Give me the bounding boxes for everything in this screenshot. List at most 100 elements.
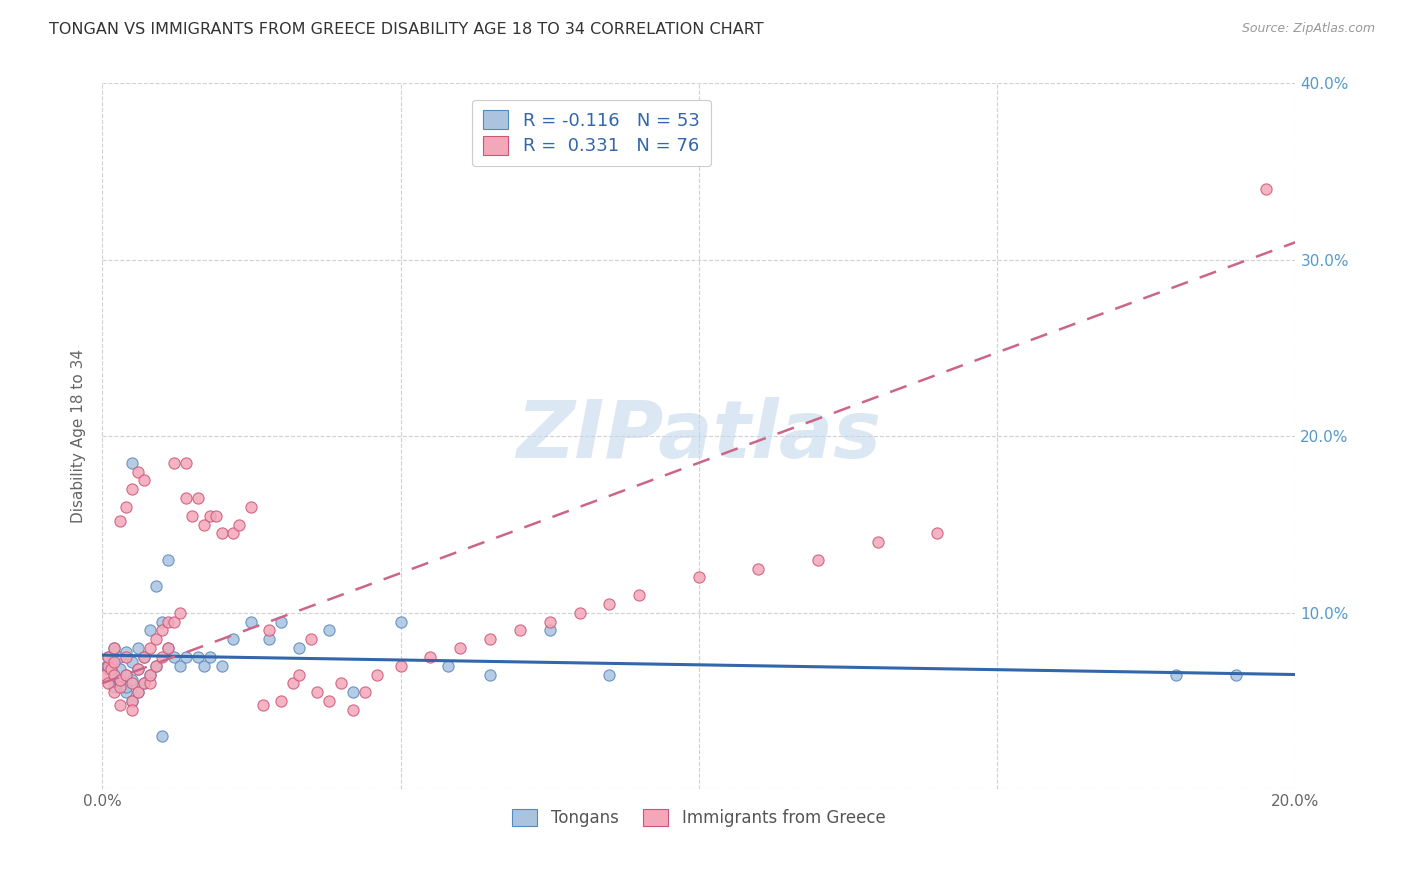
- Point: [169, 658, 191, 673]
- Point: [145, 658, 167, 673]
- Point: [193, 658, 215, 673]
- Point: [688, 570, 710, 584]
- Point: [389, 658, 412, 673]
- Point: [97, 662, 120, 676]
- Text: Source: ZipAtlas.com: Source: ZipAtlas.com: [1241, 22, 1375, 36]
- Point: [163, 615, 186, 629]
- Point: [97, 676, 120, 690]
- Point: [156, 641, 179, 656]
- Point: [121, 456, 143, 470]
- Point: [115, 667, 138, 681]
- Point: [252, 698, 274, 712]
- Point: [598, 597, 620, 611]
- Point: [568, 606, 591, 620]
- Point: [163, 649, 186, 664]
- Point: [538, 615, 561, 629]
- Point: [270, 615, 292, 629]
- Point: [100, 662, 122, 676]
- Point: [305, 685, 328, 699]
- Point: [132, 676, 155, 690]
- Point: [150, 729, 173, 743]
- Point: [127, 685, 149, 699]
- Point: [479, 632, 502, 647]
- Point: [132, 649, 155, 664]
- Point: [103, 641, 125, 656]
- Point: [132, 474, 155, 488]
- Point: [115, 644, 138, 658]
- Point: [198, 649, 221, 664]
- Point: [96, 658, 118, 673]
- Point: [353, 685, 375, 699]
- Text: TONGAN VS IMMIGRANTS FROM GREECE DISABILITY AGE 18 TO 34 CORRELATION CHART: TONGAN VS IMMIGRANTS FROM GREECE DISABIL…: [49, 22, 763, 37]
- Point: [145, 579, 167, 593]
- Point: [103, 667, 125, 681]
- Point: [132, 676, 155, 690]
- Point: [108, 680, 131, 694]
- Point: [139, 667, 162, 681]
- Point: [97, 649, 120, 664]
- Point: [121, 655, 143, 669]
- Point: [127, 685, 149, 699]
- Point: [115, 667, 138, 681]
- Point: [103, 685, 125, 699]
- Point: [97, 658, 120, 673]
- Point: [103, 680, 125, 694]
- Point: [538, 624, 561, 638]
- Point: [156, 641, 179, 656]
- Point: [866, 535, 889, 549]
- Point: [115, 500, 138, 514]
- Point: [288, 667, 311, 681]
- Point: [389, 615, 412, 629]
- Point: [509, 624, 531, 638]
- Point: [342, 703, 364, 717]
- Point: [270, 694, 292, 708]
- Point: [807, 553, 830, 567]
- Point: [342, 685, 364, 699]
- Point: [259, 632, 281, 647]
- Point: [222, 526, 245, 541]
- Point: [139, 676, 162, 690]
- Point: [108, 673, 131, 687]
- Point: [121, 703, 143, 717]
- Text: ZIPatlas: ZIPatlas: [516, 397, 882, 475]
- Point: [103, 655, 125, 669]
- Point: [628, 588, 651, 602]
- Point: [437, 658, 460, 673]
- Point: [108, 698, 131, 712]
- Point: [97, 649, 120, 664]
- Point: [108, 673, 131, 687]
- Point: [132, 649, 155, 664]
- Point: [180, 508, 202, 523]
- Point: [927, 526, 949, 541]
- Point: [108, 649, 131, 664]
- Point: [156, 553, 179, 567]
- Point: [169, 606, 191, 620]
- Point: [121, 694, 143, 708]
- Point: [115, 680, 138, 694]
- Point: [198, 508, 221, 523]
- Point: [1254, 182, 1277, 196]
- Point: [121, 694, 143, 708]
- Point: [240, 615, 263, 629]
- Point: [115, 649, 138, 664]
- Point: [419, 649, 441, 664]
- Point: [366, 667, 388, 681]
- Point: [163, 456, 186, 470]
- Point: [103, 641, 125, 656]
- Point: [121, 483, 143, 497]
- Point: [479, 667, 502, 681]
- Point: [1166, 667, 1188, 681]
- Point: [228, 517, 250, 532]
- Point: [139, 624, 162, 638]
- Point: [449, 641, 471, 656]
- Point: [598, 667, 620, 681]
- Point: [139, 641, 162, 656]
- Point: [174, 649, 197, 664]
- Point: [222, 632, 245, 647]
- Point: [299, 632, 322, 647]
- Legend: Tongans, Immigrants from Greece: Tongans, Immigrants from Greece: [506, 802, 893, 834]
- Point: [127, 465, 149, 479]
- Point: [145, 632, 167, 647]
- Point: [103, 667, 125, 681]
- Point: [121, 676, 143, 690]
